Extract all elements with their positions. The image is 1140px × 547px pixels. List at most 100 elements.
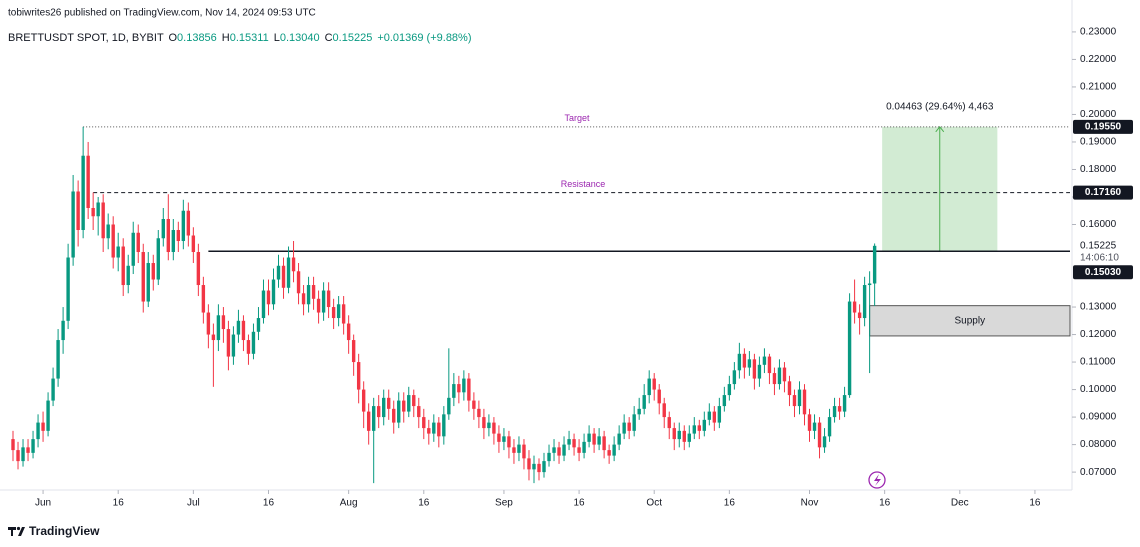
- resistance-label: Resistance: [561, 179, 606, 189]
- y-tick-label: 0.11000: [1080, 357, 1116, 368]
- y-tick-label: 0.20000: [1080, 109, 1117, 120]
- candle-body: [777, 367, 782, 385]
- candle-body: [331, 307, 336, 319]
- candle-body: [737, 353, 742, 371]
- footer-brand: TradingView: [29, 524, 100, 538]
- x-tick-label: 16: [1029, 498, 1041, 509]
- supply-zone: [869, 305, 1071, 337]
- candle-body: [532, 463, 536, 470]
- x-tick-label: 16: [263, 498, 275, 509]
- candle-body: [602, 436, 606, 451]
- candle-body: [847, 301, 852, 396]
- candle-body: [116, 246, 120, 258]
- candle-body: [742, 353, 747, 368]
- candle-body: [762, 356, 767, 365]
- candle-body: [477, 408, 481, 418]
- y-tick-label: 0.13000: [1080, 302, 1117, 313]
- candle-body: [637, 408, 641, 415]
- target-price-label-box: [1073, 119, 1133, 134]
- candle-body: [101, 202, 105, 239]
- candle-body: [246, 340, 251, 354]
- candle-body: [707, 411, 712, 420]
- legend-key: C: [325, 32, 333, 44]
- candle-body: [402, 400, 406, 412]
- candle-body: [231, 334, 236, 357]
- realtime-icon: [868, 471, 886, 489]
- candle-body: [632, 414, 636, 431]
- candle-body: [842, 395, 847, 412]
- candle-body: [832, 406, 837, 418]
- candle-body: [21, 447, 25, 462]
- candle-body: [251, 331, 256, 354]
- last-price-bg: [1073, 238, 1135, 265]
- candle-body: [867, 283, 872, 286]
- candle-body: [376, 406, 381, 418]
- candle-body: [627, 422, 631, 431]
- target-price-label: 0.19550: [1085, 121, 1122, 132]
- x-tick-label: Oct: [646, 498, 662, 509]
- candle-body: [797, 389, 802, 407]
- tradingview-logo: [8, 526, 25, 536]
- candle-body: [772, 373, 777, 385]
- candle-body: [11, 439, 15, 451]
- candle-body: [487, 422, 491, 429]
- candle-body: [647, 378, 651, 396]
- candle-body: [276, 265, 281, 280]
- candle-body: [291, 257, 296, 272]
- supply-label: Supply: [955, 315, 986, 326]
- x-tick-label: Jun: [35, 498, 51, 509]
- legend-value: 0.13856: [177, 32, 217, 44]
- candle-body: [306, 285, 311, 305]
- candle-body: [517, 444, 521, 453]
- legend-key: L: [274, 32, 280, 44]
- candle-body: [311, 285, 316, 299]
- candle-body: [417, 406, 421, 418]
- y-tick-label: 0.07000: [1080, 467, 1117, 478]
- candle-body: [166, 219, 171, 253]
- candle-body: [862, 285, 867, 319]
- candle-body: [221, 315, 226, 330]
- candle-body: [271, 279, 276, 305]
- y-tick-label: 0.19000: [1080, 137, 1117, 148]
- x-tick-label: Sep: [495, 498, 513, 509]
- candle-body: [111, 224, 115, 258]
- resistance-price-label: 0.17160: [1085, 187, 1122, 198]
- candle-body: [672, 428, 676, 440]
- candle-body: [497, 433, 501, 442]
- candle-body: [36, 422, 40, 440]
- x-tick-label: Aug: [340, 498, 358, 509]
- candle-body: [757, 364, 762, 379]
- support-price-label-box: [1073, 265, 1133, 280]
- legend-value: 0.13040: [280, 32, 320, 44]
- candle-body: [557, 447, 561, 456]
- candle-body: [407, 395, 411, 412]
- candle-body: [587, 433, 591, 442]
- candle-body: [432, 422, 436, 434]
- candle-body: [31, 439, 35, 453]
- candle-body: [51, 378, 55, 401]
- candle-body: [76, 191, 80, 231]
- candle-body: [692, 425, 696, 434]
- candle-body: [732, 370, 737, 385]
- candle-body: [397, 400, 401, 423]
- candle-body: [712, 411, 717, 423]
- candle-body: [71, 191, 75, 258]
- candle-body: [196, 252, 201, 286]
- candle-body: [56, 340, 60, 379]
- candle-body: [361, 389, 366, 412]
- candle-body: [697, 425, 702, 431]
- candle-body: [502, 436, 506, 442]
- candle-body: [96, 202, 100, 217]
- candle-body: [371, 406, 376, 431]
- candle-body: [346, 323, 351, 341]
- candle-body: [552, 447, 556, 453]
- candle-body: [26, 447, 30, 453]
- candle-body: [356, 362, 361, 390]
- candle-body: [572, 439, 576, 448]
- candle-body: [226, 329, 231, 357]
- candle-body: [802, 389, 807, 415]
- candle-body: [161, 219, 165, 239]
- candle-body: [642, 395, 646, 409]
- candle-body: [191, 235, 196, 253]
